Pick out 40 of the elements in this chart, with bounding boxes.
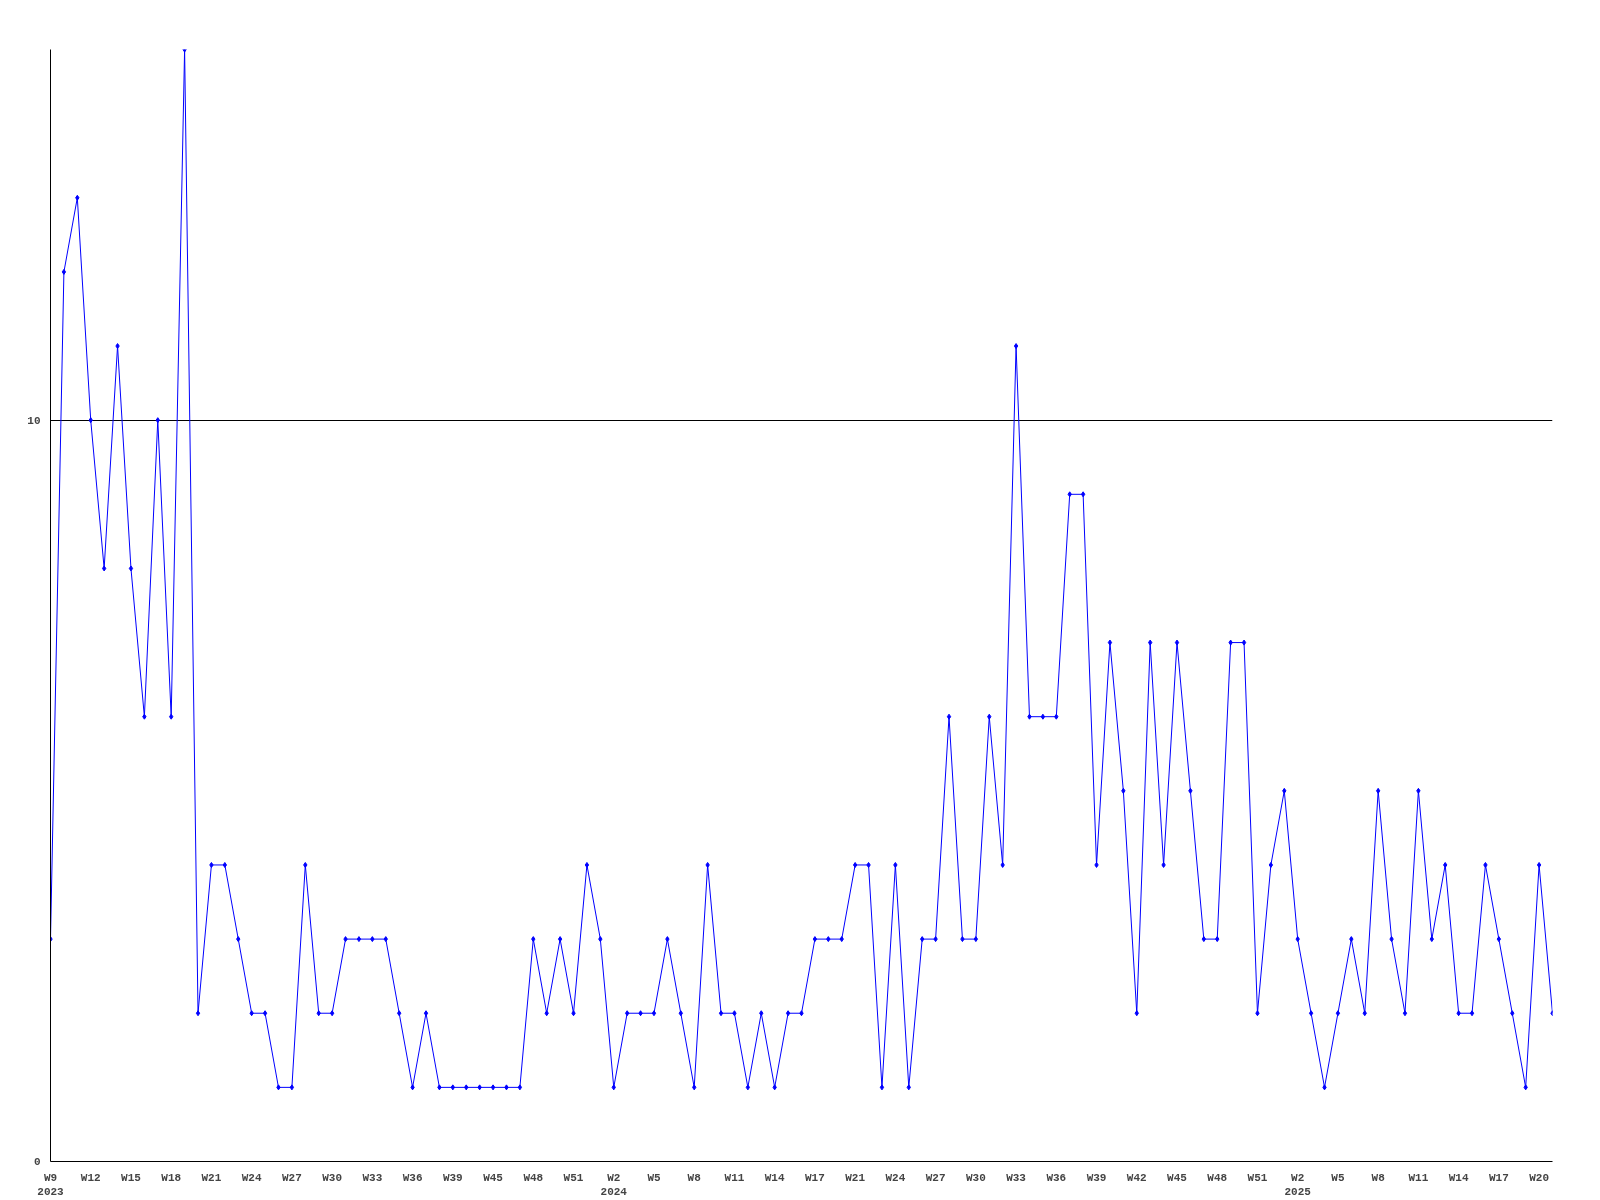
x-tick-label: W14 xyxy=(1448,1171,1469,1184)
x-tick-label: W48 xyxy=(1207,1171,1228,1184)
x-tick-label: W39 xyxy=(442,1171,463,1184)
x-tick-label: W2 2024 xyxy=(600,1171,628,1198)
x-tick-label: W15 xyxy=(121,1171,142,1184)
x-tick-label: W30 xyxy=(965,1171,986,1184)
x-tick-label: W8 xyxy=(1371,1171,1386,1184)
y-tick-label: 0 xyxy=(33,1156,41,1168)
x-tick-label: W21 xyxy=(201,1171,222,1184)
x-tick-label: W12 xyxy=(80,1171,101,1184)
x-tick-label: W24 xyxy=(241,1171,262,1184)
x-tick-label: W42 xyxy=(1126,1171,1147,1184)
x-tick-label: W18 xyxy=(161,1171,182,1184)
x-tick-label: W5 xyxy=(1331,1171,1345,1184)
x-tick-label: W36 xyxy=(402,1171,423,1184)
x-tick-label: W17 xyxy=(1488,1171,1509,1184)
x-tick-label: W27 xyxy=(925,1171,946,1184)
x-tick-label: W8 xyxy=(687,1171,702,1184)
x-tick-label: W11 xyxy=(1408,1171,1429,1184)
x-tick-label: W9 2023 xyxy=(37,1171,65,1198)
x-tick-label: W45 xyxy=(483,1171,504,1184)
x-tick-label: W51 xyxy=(563,1171,584,1184)
x-tick-label: W14 xyxy=(764,1171,785,1184)
x-tick-label: W48 xyxy=(523,1171,544,1184)
x-tick-label: W30 xyxy=(322,1171,343,1184)
x-tick-label: W51 xyxy=(1247,1171,1268,1184)
x-tick-label: W45 xyxy=(1167,1171,1188,1184)
x-tick-label: W33 xyxy=(1006,1171,1027,1184)
x-tick-label: W21 xyxy=(845,1171,866,1184)
y-tick-label: 10 xyxy=(27,414,41,427)
x-tick-label: W39 xyxy=(1086,1171,1107,1184)
x-tick-label: W24 xyxy=(885,1171,906,1184)
x-tick-label: W20 xyxy=(1529,1171,1549,1184)
x-tick-label: W33 xyxy=(362,1171,383,1184)
x-tick-label: W27 xyxy=(281,1171,302,1184)
x-tick-label: W2 2025 xyxy=(1284,1171,1312,1198)
x-tick-label: W5 xyxy=(647,1171,661,1184)
x-tick-label: W36 xyxy=(1046,1171,1067,1184)
x-tick-label: W17 xyxy=(805,1171,825,1184)
x-tick-label: W11 xyxy=(724,1171,745,1184)
